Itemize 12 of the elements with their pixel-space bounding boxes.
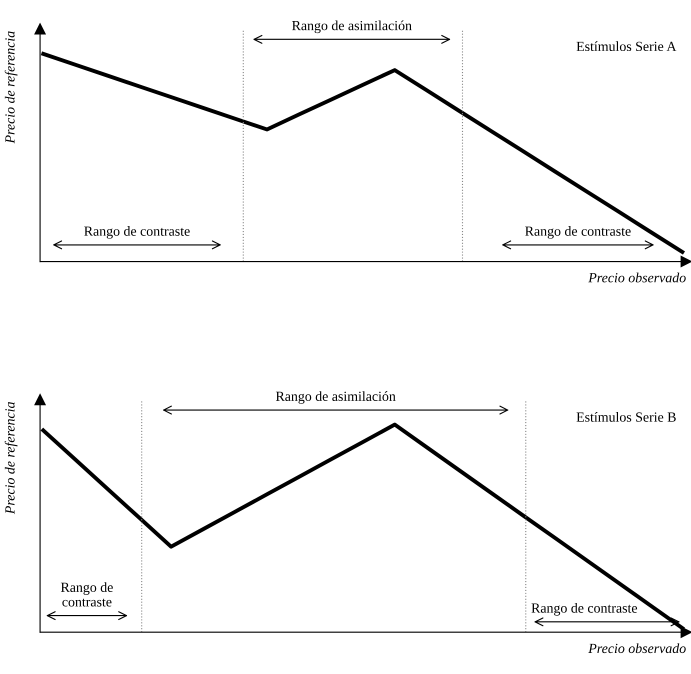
annotation: Rango de contraste: [60, 582, 113, 607]
x-axis-title: Precio observado: [588, 272, 686, 282]
annotation: Rango de contraste: [84, 226, 190, 239]
text: Rango de asimilación: [276, 391, 396, 404]
text: Estímulos Serie A: [576, 41, 676, 52]
annotation: Rango de contraste: [532, 602, 638, 616]
y-axis-title: Precio de referencia: [4, 31, 18, 144]
annotation: Rango de contraste: [525, 226, 631, 239]
x-axis-title: Precio observado: [588, 643, 686, 654]
text: Rango de asimilación: [292, 20, 412, 34]
y-axis-title: Precio de referencia: [4, 402, 18, 514]
text: Estímulos Serie B: [576, 412, 676, 422]
